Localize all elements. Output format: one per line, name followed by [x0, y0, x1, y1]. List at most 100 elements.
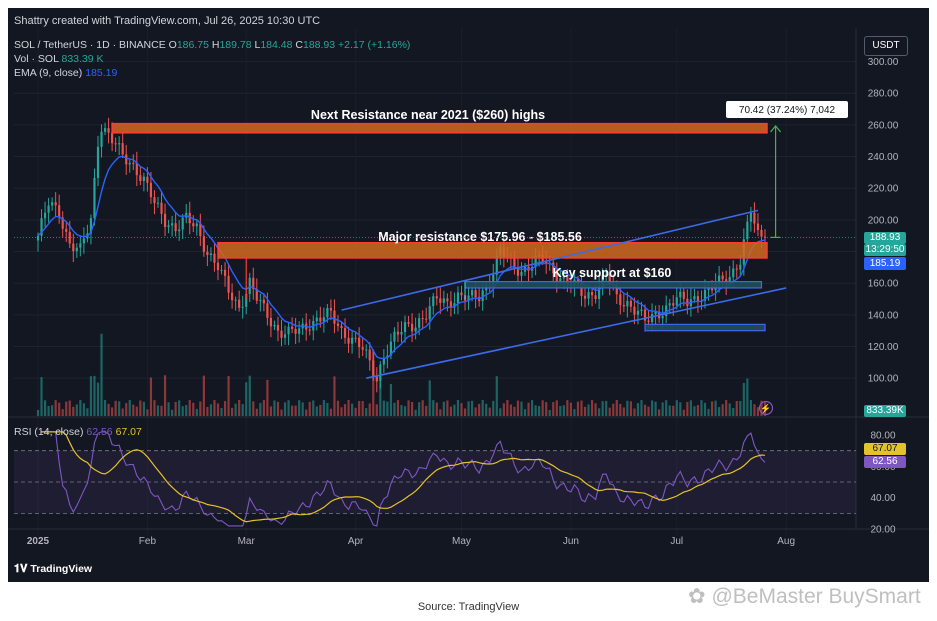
candle-body [206, 251, 209, 256]
volume-bar [700, 400, 703, 416]
ema-legend: EMA (9, close) 185.19 [14, 67, 117, 79]
volume-bar [573, 409, 576, 416]
resistance-zone-260 [111, 122, 768, 134]
candle-body [96, 146, 100, 178]
time-tick-label: Aug [777, 536, 795, 547]
measure-arrowhead [770, 124, 782, 133]
candle-body [100, 131, 103, 147]
candle-body [467, 295, 470, 301]
volume-bar [439, 409, 442, 416]
volume-bar [516, 400, 520, 416]
candle-body [231, 292, 234, 301]
candle-body [555, 273, 558, 283]
candle-body [643, 309, 647, 321]
candle-body [608, 274, 611, 285]
volume-bar [721, 404, 724, 416]
volume-bar [185, 405, 188, 416]
candle-body [668, 303, 671, 306]
volume-bar [513, 406, 516, 416]
volume-bar [485, 403, 488, 416]
time-tick-label: May [452, 536, 471, 547]
currency-button[interactable]: USDT [864, 36, 908, 56]
candle-body [188, 212, 191, 224]
lightning-icon: ⚡ [760, 403, 771, 415]
candle-body [273, 325, 276, 327]
candle-body [114, 143, 117, 145]
candle-body [315, 317, 318, 322]
candle-body [361, 347, 364, 350]
next-resistance-label: Next Resistance near 2021 ($260) highs [311, 108, 545, 122]
volume-bar [174, 401, 177, 416]
candle-body [79, 243, 82, 248]
volume-bar [608, 407, 611, 416]
candle-body [202, 236, 205, 252]
volume-bar [301, 402, 304, 416]
candle-body [195, 223, 198, 227]
chart-header: Shattry created with TradingView.com, Ju… [14, 15, 321, 27]
rsi-line [41, 431, 766, 527]
volume-bar [545, 402, 548, 416]
candle-body [410, 323, 414, 332]
candle-body [365, 349, 368, 351]
support-zone-132 [644, 323, 766, 332]
candle-body [428, 306, 431, 320]
candle-body [125, 154, 128, 165]
volume-bar [756, 407, 760, 416]
candle-body [358, 337, 361, 348]
volume-bar [682, 409, 685, 416]
price-tick-label: 160.00 [868, 279, 899, 290]
candle-body [728, 277, 731, 285]
volume-bar [703, 402, 707, 416]
volume-bar [61, 409, 64, 416]
price-tick-label: 220.00 [868, 184, 899, 195]
volume-bar [163, 375, 167, 416]
volume-bar [619, 403, 622, 416]
volume-bar [488, 407, 491, 416]
volume-bar [114, 400, 117, 416]
volume-bar [686, 401, 689, 416]
volume-bar [668, 405, 671, 416]
time-tick-label: 2025 [27, 536, 50, 547]
volume-bar [725, 400, 728, 416]
candle-body [343, 327, 347, 338]
candle-body [192, 223, 195, 227]
tradingview-logo-icon: 𝟏𝐕 [14, 563, 28, 575]
candle-body [347, 337, 350, 344]
low-label: L [254, 39, 261, 51]
volume-bar [449, 406, 453, 416]
volume-bar [470, 400, 474, 416]
volume-bar [594, 403, 597, 416]
volume-bar [647, 406, 650, 416]
volume-bar [718, 407, 721, 416]
volume-bar [763, 401, 767, 416]
candle-body [199, 223, 202, 237]
candle-body [707, 287, 710, 290]
candle-body [559, 278, 562, 283]
volume-bar [195, 408, 198, 416]
volume-bar [435, 402, 438, 416]
rsi-label: RSI (14, close) [14, 426, 84, 438]
volume-bar [206, 407, 209, 416]
candle-body [82, 238, 85, 244]
volume-bar [622, 407, 625, 416]
rsi-ma-tag: 67.07 [864, 443, 906, 455]
volume-bar [255, 408, 258, 416]
candle-body [622, 304, 625, 307]
tradingview-logo: 𝟏𝐕 TradingView [14, 563, 92, 576]
candle-body [75, 247, 78, 252]
volume-bar [403, 406, 407, 416]
candle-body [294, 328, 297, 334]
rsi-legend: RSI (14, close) 62.56 67.07 [14, 426, 142, 438]
candle-body [435, 296, 438, 299]
volume-bar [478, 403, 481, 416]
candle-body [245, 293, 248, 307]
price-tick-label: 200.00 [868, 215, 899, 226]
volume-bar [576, 401, 580, 416]
candle-body [703, 289, 707, 301]
volume-bar [202, 375, 205, 416]
volume-bar [425, 405, 428, 416]
candle-body [167, 225, 170, 228]
candle-body [163, 213, 167, 228]
watermark-icon: ✿ [688, 585, 706, 608]
volume-bar [396, 400, 400, 416]
